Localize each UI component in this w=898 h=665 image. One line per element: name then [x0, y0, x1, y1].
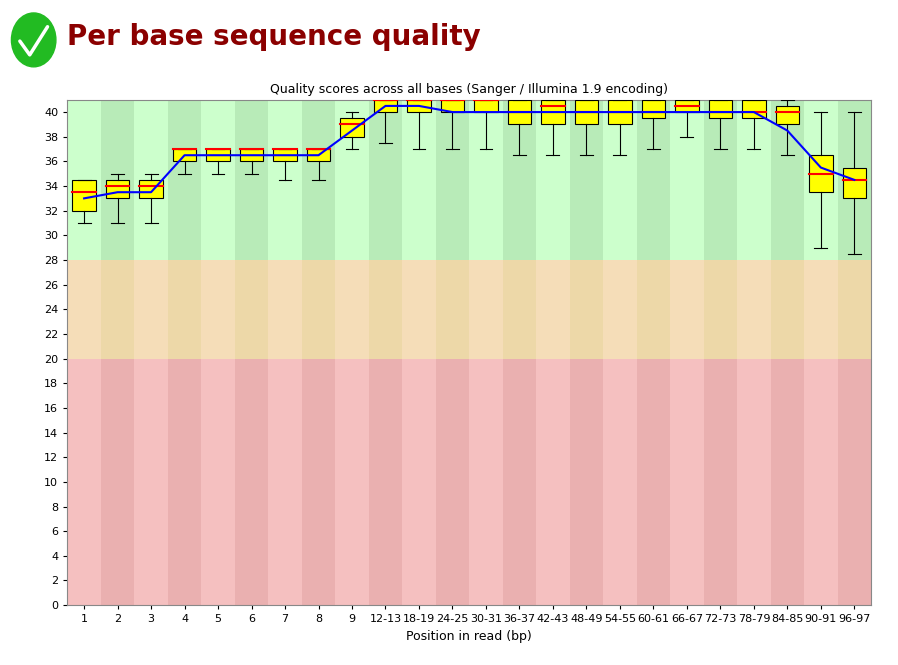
Circle shape	[12, 13, 56, 66]
X-axis label: Position in read (bp): Position in read (bp)	[406, 630, 533, 643]
Bar	[273, 149, 296, 162]
Bar	[642, 100, 665, 118]
Bar	[507, 100, 531, 124]
Bar	[73, 180, 96, 211]
Bar	[742, 100, 766, 118]
Bar	[608, 100, 631, 124]
Bar	[541, 100, 565, 124]
Bar	[307, 149, 330, 162]
Bar	[809, 155, 832, 192]
Bar	[474, 100, 497, 112]
Title: Quality scores across all bases (Sanger / Illumina 1.9 encoding): Quality scores across all bases (Sanger …	[270, 83, 668, 96]
Bar	[575, 100, 598, 124]
Bar	[776, 106, 799, 124]
Bar	[240, 149, 263, 162]
Bar	[709, 100, 732, 118]
Bar	[675, 100, 699, 112]
Bar	[106, 180, 129, 198]
Bar	[340, 118, 364, 137]
Bar	[172, 149, 197, 162]
Bar	[207, 149, 230, 162]
Bar	[842, 168, 866, 198]
Text: Per base sequence quality: Per base sequence quality	[67, 23, 481, 51]
Bar	[374, 100, 397, 112]
Bar	[408, 100, 431, 112]
Bar	[139, 180, 163, 198]
Bar	[441, 100, 464, 112]
